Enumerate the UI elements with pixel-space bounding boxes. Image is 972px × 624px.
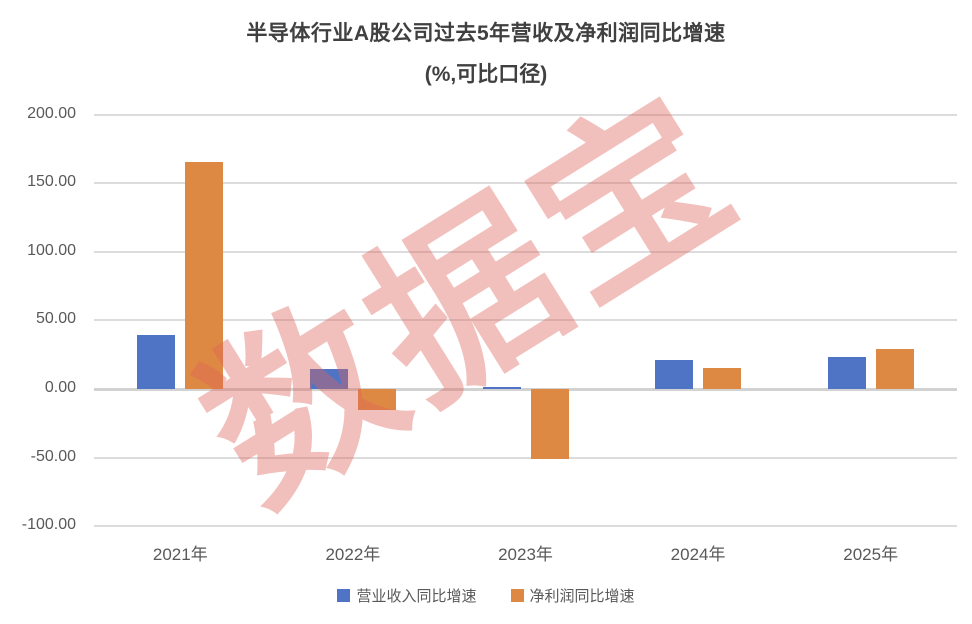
x-axis-tick-label: 2024年 bbox=[670, 545, 726, 564]
chart-title: 半导体行业A股公司过去5年营收及净利润同比增速 bbox=[246, 22, 726, 45]
gridline bbox=[94, 113, 957, 116]
y-axis-tick-label: -100.00 bbox=[21, 516, 76, 534]
bar-profit-2021年 bbox=[185, 161, 224, 389]
x-axis-tick-label: 2021年 bbox=[152, 545, 208, 564]
y-axis-tick-label: 0.00 bbox=[44, 379, 76, 396]
y-axis-tick-label: 200.00 bbox=[27, 104, 76, 122]
legend-item-revenue: 营业收入同比增速 bbox=[337, 585, 477, 606]
y-axis-tick-label: 150.00 bbox=[27, 173, 76, 191]
bar-profit-2025年 bbox=[875, 349, 914, 389]
x-axis-zero-line bbox=[94, 387, 957, 391]
legend-item-profit: 净利润同比增速 bbox=[510, 585, 635, 606]
bar-revenue-2025年 bbox=[827, 357, 866, 389]
x-axis-tick-label: 2022年 bbox=[325, 545, 381, 564]
legend: 营业收入同比增速 净利润同比增速 bbox=[0, 585, 972, 606]
bar-profit-2023年 bbox=[530, 389, 569, 459]
bar-revenue-2024年 bbox=[655, 360, 694, 389]
legend-label-revenue: 营业收入同比增速 bbox=[356, 588, 477, 605]
gridline bbox=[94, 250, 957, 253]
bar-revenue-2023年 bbox=[482, 386, 521, 389]
legend-label-profit: 净利润同比增速 bbox=[529, 588, 635, 605]
gridline bbox=[94, 525, 957, 528]
bar-profit-2022年 bbox=[357, 389, 396, 411]
x-axis-tick-label: 2023年 bbox=[498, 545, 553, 564]
gridline bbox=[94, 319, 957, 322]
bar-profit-2024年 bbox=[703, 368, 742, 389]
y-axis-tick-label: 100.00 bbox=[27, 241, 76, 259]
x-axis-tick-label: 2025年 bbox=[843, 545, 899, 564]
bar-revenue-2022年 bbox=[309, 368, 348, 389]
gridline bbox=[94, 456, 957, 459]
legend-swatch-revenue bbox=[337, 589, 351, 602]
gridline bbox=[94, 182, 957, 185]
legend-swatch-profit bbox=[510, 589, 524, 602]
bar-revenue-2021年 bbox=[137, 334, 176, 389]
y-axis-tick-label: -50.00 bbox=[30, 447, 76, 465]
y-axis-tick-label: 50.00 bbox=[35, 310, 76, 328]
chart-subtitle: (%,可比口径) bbox=[424, 63, 548, 86]
